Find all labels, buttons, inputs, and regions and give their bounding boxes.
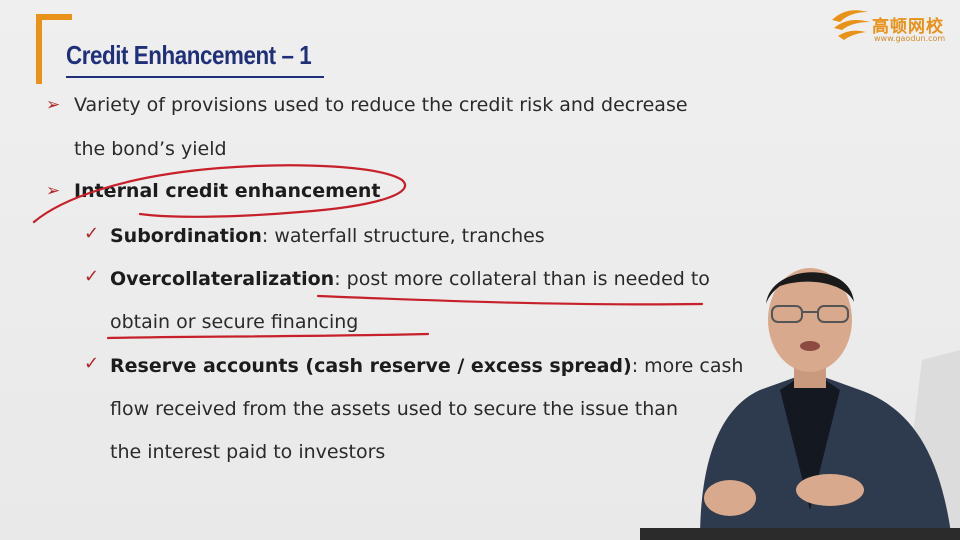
- sub-item-1: Subordination: waterfall structure, tran…: [110, 225, 545, 247]
- bullet-1-line-1: Variety of provisions used to reduce the…: [74, 94, 688, 116]
- sub-item-3-term: Reserve accounts (cash reserve / excess …: [110, 355, 632, 377]
- title-underline: [66, 76, 324, 78]
- bullet-2-text: Internal credit enhancement: [74, 180, 381, 202]
- title-bracket-horizontal: [36, 14, 72, 20]
- title-bracket-vertical: [36, 14, 42, 84]
- sub-item-1-term: Subordination: [110, 225, 262, 247]
- sub-item-3: Reserve accounts (cash reserve / excess …: [110, 355, 743, 377]
- check-icon: ✓: [84, 353, 100, 374]
- ink-underline-2: [106, 332, 430, 340]
- presenter-image: [700, 268, 960, 540]
- arrow-bullet-icon: ➢: [46, 95, 61, 115]
- sub-item-2-cont: obtain or secure financing: [110, 311, 359, 333]
- logo-url: www.gaodun.com: [874, 34, 946, 43]
- arrow-bullet-icon: ➢: [46, 181, 61, 201]
- sub-item-3-desc: : more cash: [631, 355, 744, 377]
- slide-title: Credit Enhancement – 1: [66, 40, 312, 70]
- bullet-1-line-2: the bond’s yield: [74, 138, 227, 160]
- check-icon: ✓: [84, 223, 100, 244]
- desk: [640, 528, 960, 540]
- sub-item-3-cont-2: the interest paid to investors: [110, 441, 386, 463]
- sub-item-2: Overcollateralization: post more collate…: [110, 268, 710, 290]
- logo: 高顿网校 www.gaodun.com: [828, 4, 956, 48]
- sub-item-2-term: Overcollateralization: [110, 268, 335, 290]
- sub-item-3-cont-1: flow received from the assets used to se…: [110, 398, 678, 420]
- sub-item-2-desc: : post more collateral than is needed to: [334, 268, 710, 290]
- sub-item-1-desc: : waterfall structure, tranches: [261, 225, 545, 247]
- ink-underline-1: [316, 294, 704, 306]
- check-icon: ✓: [84, 266, 100, 287]
- gaodun-logo-icon: [832, 10, 870, 40]
- logo-chinese: 高顿网校: [872, 17, 944, 37]
